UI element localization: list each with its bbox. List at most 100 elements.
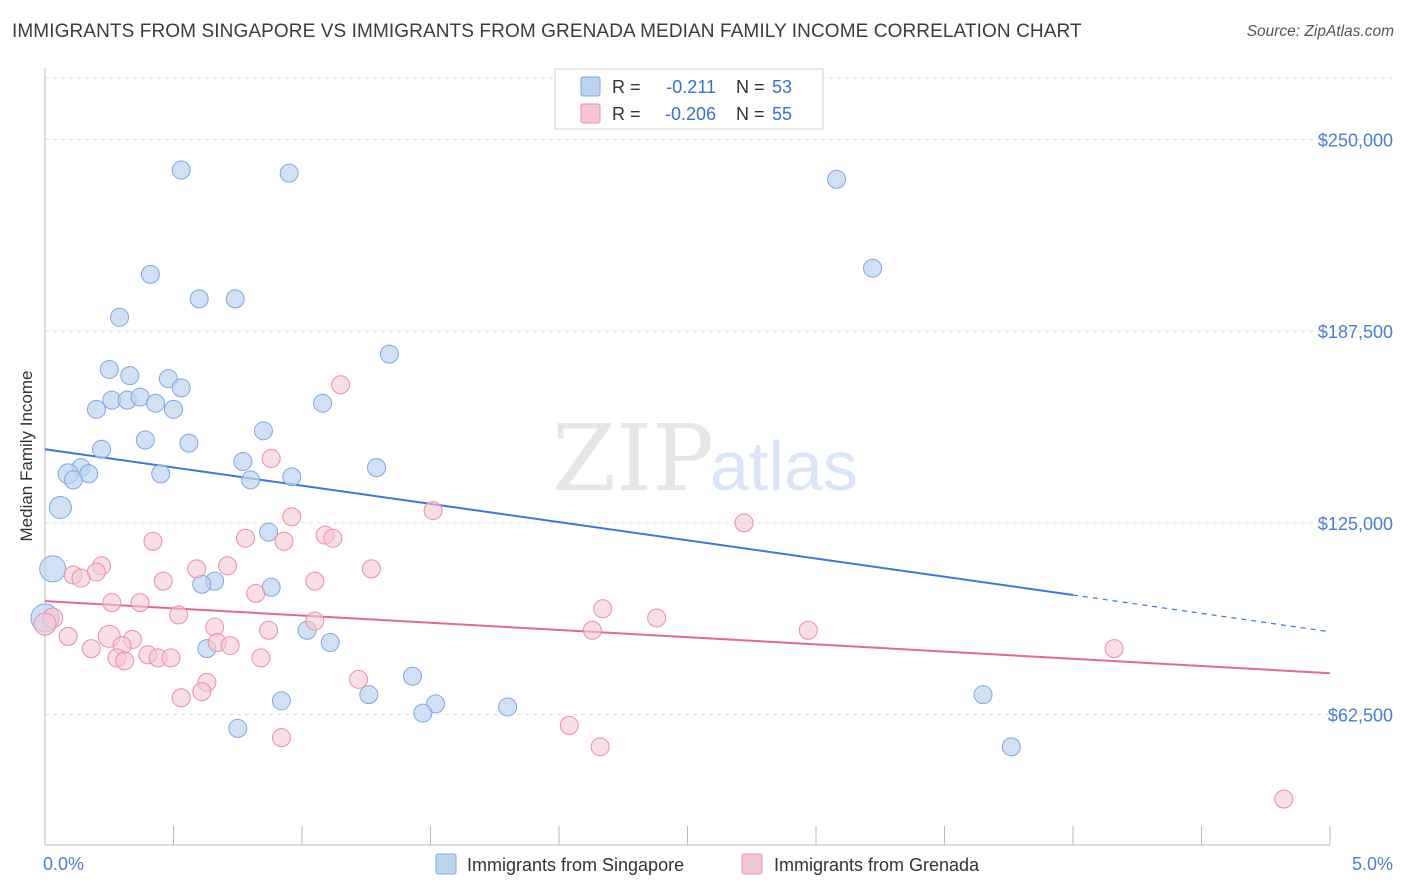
legend-r-label-1: R = bbox=[612, 77, 641, 97]
point-grenada bbox=[58, 626, 78, 646]
point-singapore bbox=[48, 496, 72, 520]
point-singapore bbox=[228, 718, 248, 738]
watermark: ZIP atlas bbox=[552, 405, 858, 512]
source-note: Source: ZipAtlas.com bbox=[1246, 23, 1394, 40]
point-singapore bbox=[827, 169, 847, 189]
point-singapore bbox=[140, 264, 160, 284]
point-singapore bbox=[158, 369, 178, 389]
y-tick-label: $125,000 bbox=[1318, 514, 1393, 534]
point-singapore bbox=[171, 378, 191, 398]
point-grenada bbox=[251, 648, 271, 668]
legend-n-label-1: N = bbox=[736, 77, 765, 97]
legend-n-value-2: 55 bbox=[772, 104, 792, 124]
point-grenada bbox=[187, 559, 207, 579]
point-grenada bbox=[590, 737, 610, 757]
point-singapore bbox=[63, 470, 83, 490]
trendline-singapore-extension bbox=[1072, 594, 1331, 633]
bottom-legend: Immigrants from Singapore Immigrants fro… bbox=[435, 853, 980, 875]
point-grenada bbox=[593, 599, 613, 619]
point-singapore bbox=[39, 555, 67, 583]
point-grenada bbox=[274, 531, 294, 551]
point-singapore bbox=[146, 393, 166, 413]
point-grenada bbox=[115, 651, 135, 671]
bottom-legend-swatch-grenada bbox=[741, 853, 763, 875]
point-singapore bbox=[279, 163, 299, 183]
point-singapore bbox=[164, 399, 183, 419]
point-grenada bbox=[349, 669, 369, 689]
point-singapore bbox=[225, 289, 245, 309]
point-grenada bbox=[271, 728, 291, 748]
bottom-legend-label-grenada: Immigrants from Grenada bbox=[774, 855, 980, 875]
watermark-atlas: atlas bbox=[710, 427, 858, 505]
point-grenada bbox=[169, 605, 189, 625]
point-singapore bbox=[253, 421, 273, 441]
point-singapore bbox=[320, 633, 340, 653]
point-singapore bbox=[271, 691, 291, 711]
watermark-zip: ZIP bbox=[552, 405, 714, 512]
x-tick-labels: 0.0% 5.0% bbox=[43, 854, 1393, 874]
point-grenada bbox=[102, 593, 122, 613]
legend-n-label-2: N = bbox=[736, 104, 765, 124]
point-grenada bbox=[81, 639, 101, 659]
point-grenada bbox=[246, 583, 266, 603]
point-singapore bbox=[179, 433, 199, 453]
trendline-singapore bbox=[44, 448, 1074, 596]
bottom-legend-label-singapore: Immigrants from Singapore bbox=[467, 855, 684, 875]
point-grenada bbox=[1104, 639, 1124, 659]
point-grenada bbox=[192, 682, 212, 702]
point-grenada bbox=[559, 715, 579, 735]
series-grenada-points bbox=[33, 375, 1294, 809]
point-singapore bbox=[1001, 737, 1021, 757]
point-singapore bbox=[110, 307, 130, 327]
point-singapore bbox=[189, 289, 209, 309]
trendline-grenada bbox=[44, 600, 1331, 675]
point-grenada bbox=[143, 531, 163, 551]
gridlines bbox=[45, 77, 1392, 716]
legend-r-value-2: -0.206 bbox=[665, 104, 716, 124]
point-singapore bbox=[863, 258, 883, 278]
point-singapore bbox=[413, 703, 433, 723]
point-grenada bbox=[33, 612, 57, 636]
x-tick-label: 0.0% bbox=[43, 854, 84, 874]
point-grenada bbox=[161, 648, 181, 668]
point-grenada bbox=[71, 568, 91, 588]
series-singapore-points bbox=[30, 160, 1021, 757]
point-grenada bbox=[647, 608, 667, 628]
point-grenada bbox=[582, 620, 602, 640]
point-grenada bbox=[323, 528, 343, 548]
point-singapore bbox=[498, 697, 518, 717]
legend-swatch-singapore bbox=[580, 76, 601, 97]
point-grenada bbox=[423, 501, 443, 521]
point-grenada bbox=[171, 688, 191, 708]
point-grenada bbox=[305, 571, 325, 591]
point-singapore bbox=[86, 399, 106, 419]
legend-swatch-grenada bbox=[580, 103, 601, 124]
point-singapore bbox=[92, 439, 112, 459]
y-tick-label: $187,500 bbox=[1318, 322, 1393, 342]
trendlines bbox=[44, 448, 1331, 675]
legend-r-value-1: -0.211 bbox=[666, 77, 716, 97]
point-singapore bbox=[120, 366, 140, 386]
point-singapore bbox=[151, 464, 171, 484]
point-singapore bbox=[259, 522, 279, 542]
y-axis-title: Median Family Income bbox=[17, 370, 36, 541]
point-grenada bbox=[259, 620, 279, 640]
legend-box: R = -0.211 N = 53 R = -0.206 N = 55 bbox=[554, 68, 824, 130]
point-grenada bbox=[798, 620, 818, 640]
point-grenada bbox=[734, 513, 754, 533]
chart-title: IMMIGRANTS FROM SINGAPORE VS IMMIGRANTS … bbox=[12, 21, 1082, 42]
point-grenada bbox=[220, 636, 240, 656]
bottom-legend-swatch-singapore bbox=[435, 853, 457, 875]
point-singapore bbox=[135, 430, 155, 450]
point-grenada bbox=[235, 528, 255, 548]
axes bbox=[44, 68, 1331, 846]
point-singapore bbox=[99, 359, 119, 379]
point-singapore bbox=[241, 470, 261, 490]
point-singapore bbox=[313, 393, 333, 413]
y-tick-label: $250,000 bbox=[1318, 130, 1393, 150]
point-singapore bbox=[171, 160, 191, 180]
point-grenada bbox=[130, 593, 150, 613]
point-grenada bbox=[153, 571, 173, 591]
point-singapore bbox=[233, 452, 253, 471]
